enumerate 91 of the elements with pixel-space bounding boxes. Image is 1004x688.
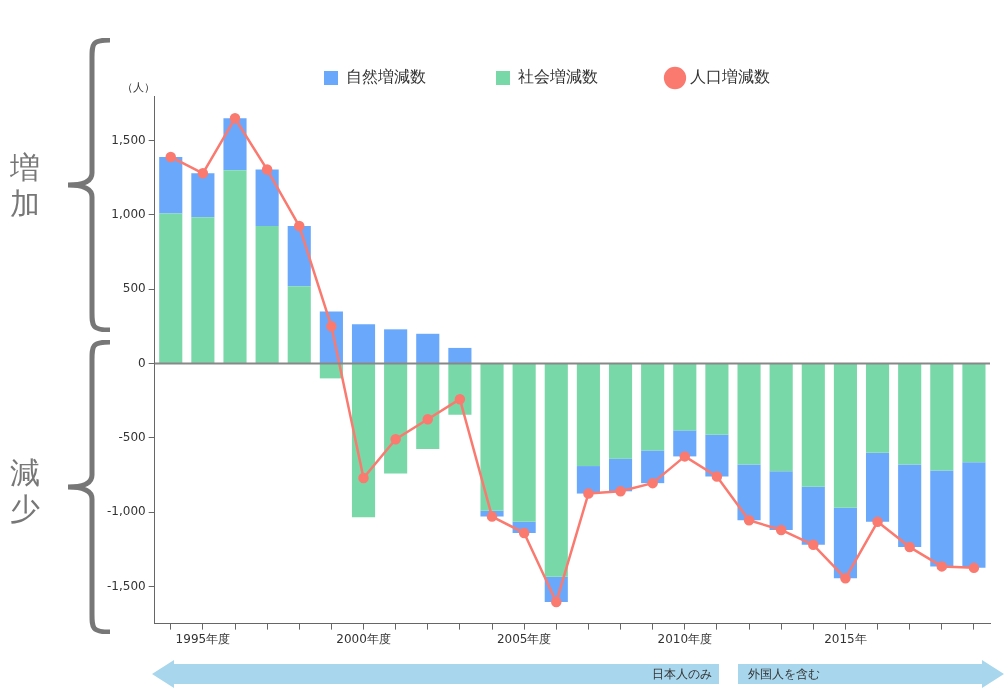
point: [197, 168, 209, 179]
bar: [608, 364, 633, 459]
point: [454, 393, 466, 405]
bar: [576, 466, 600, 494]
point: [486, 511, 498, 522]
bar: [641, 450, 665, 484]
bar: [833, 364, 857, 508]
bar: [448, 347, 472, 364]
bar: [769, 364, 793, 472]
bar: [512, 364, 536, 522]
x-tick-label: 2005年度: [496, 631, 552, 646]
bar: [865, 452, 890, 522]
bar: [962, 462, 986, 568]
bar: [351, 364, 376, 518]
point: [968, 562, 980, 574]
point: [775, 524, 787, 536]
y-tick-label: -500: [118, 429, 146, 444]
bar: [833, 507, 857, 579]
bar: [705, 364, 729, 435]
point: [904, 541, 915, 553]
point: [358, 472, 369, 484]
point: [840, 573, 851, 584]
point: [743, 515, 755, 526]
bar: [255, 169, 279, 227]
point: [294, 220, 305, 232]
y-tick-label: 1,000: [111, 207, 146, 222]
bar: [608, 458, 633, 492]
x-tick-label: 1995年度: [175, 631, 231, 646]
y-tick-label: 500: [122, 281, 146, 296]
point: [551, 596, 562, 608]
text: 増加: [10, 150, 41, 222]
legend-label: 人口増減数: [690, 67, 770, 87]
bar: [416, 364, 440, 449]
point: [422, 414, 434, 425]
bar: [191, 217, 215, 364]
point: [936, 561, 948, 572]
point: [229, 113, 241, 124]
bar: [255, 226, 279, 364]
point: [390, 434, 401, 445]
point: [679, 451, 691, 462]
y-axis-title: （人）: [122, 80, 156, 94]
bar: [351, 324, 376, 364]
legend-label: 社会増減数: [518, 67, 598, 87]
bar: [641, 364, 665, 451]
bar: [576, 364, 600, 467]
bar: [930, 364, 954, 471]
bar: [737, 364, 761, 465]
bar: [159, 156, 183, 214]
legend-label: 自然増減数: [346, 67, 426, 87]
bar: [287, 286, 311, 364]
point: [583, 488, 594, 499]
bar: [737, 464, 761, 521]
bar: [769, 471, 793, 530]
text: 日本人のみ: [652, 666, 712, 683]
y-tick-label: 0: [138, 355, 146, 370]
bar: [223, 170, 247, 364]
bar: [705, 434, 729, 477]
point: [711, 471, 723, 482]
bar: [673, 430, 697, 457]
point: [261, 164, 273, 175]
bar: [930, 470, 954, 567]
bar: [673, 364, 697, 431]
bar: [416, 333, 440, 364]
bar: [287, 226, 311, 287]
bar: [962, 364, 986, 463]
x-tick-label: 2010年度: [657, 631, 713, 646]
text: 外国人を含む: [748, 666, 820, 683]
x-tick-label: 2015年: [824, 631, 867, 646]
x-tick-label: 2000年度: [336, 631, 391, 646]
bar: [159, 213, 183, 364]
text: 減少: [10, 455, 41, 527]
bar: [191, 173, 215, 218]
y-tick-label: 1,500: [111, 132, 146, 147]
bar: [898, 364, 922, 465]
bar: [865, 364, 890, 453]
point: [808, 539, 819, 551]
bar: [384, 364, 408, 474]
bar: [898, 464, 922, 548]
point: [647, 477, 658, 489]
point: [872, 516, 883, 528]
point: [165, 151, 176, 163]
bar: [801, 364, 825, 487]
point: [615, 486, 626, 497]
bar: [801, 486, 825, 545]
bar: [384, 329, 408, 364]
point: [518, 527, 530, 539]
point: [326, 321, 337, 332]
y-tick-label: -1,000: [107, 504, 146, 519]
bar: [544, 364, 568, 577]
bar: [480, 364, 504, 511]
y-tick-label: -1,500: [107, 578, 146, 593]
